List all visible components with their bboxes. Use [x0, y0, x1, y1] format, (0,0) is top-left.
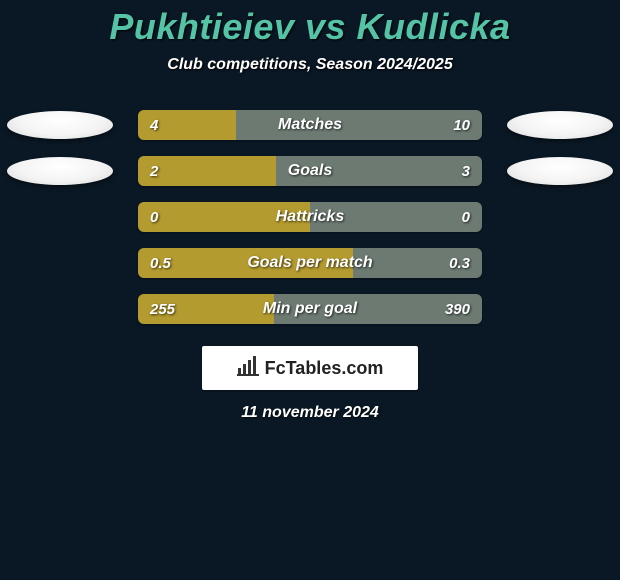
- bar-left-fill: [138, 294, 274, 324]
- player-badge-right: [500, 102, 620, 148]
- stat-bar: Goals per match0.50.3: [138, 248, 482, 278]
- page-title: Pukhtieiev vs Kudlicka: [0, 6, 620, 48]
- bar-left-fill: [138, 202, 310, 232]
- badge-ellipse: [7, 111, 113, 139]
- stat-row: Matches410: [0, 102, 620, 148]
- subtitle: Club competitions, Season 2024/2025: [0, 56, 620, 74]
- stat-bar: Hattricks00: [138, 202, 482, 232]
- bar-left-fill: [138, 248, 353, 278]
- badge-ellipse: [507, 157, 613, 185]
- bar-right-fill: [276, 156, 482, 186]
- bar-left-fill: [138, 156, 276, 186]
- stat-row: Goals23: [0, 148, 620, 194]
- brand-logo: FcTables.com: [202, 346, 418, 390]
- badge-ellipse: [7, 157, 113, 185]
- bar-right-fill: [310, 202, 482, 232]
- player-badge-left: [0, 102, 120, 148]
- comparison-infographic: Pukhtieiev vs Kudlicka Club competitions…: [0, 0, 620, 580]
- date: 11 november 2024: [241, 404, 379, 422]
- footer: FcTables.com 11 november 2024: [0, 346, 620, 422]
- chart-icon: [237, 356, 259, 381]
- bar-left-fill: [138, 110, 236, 140]
- bar-right-fill: [353, 248, 482, 278]
- bar-right-fill: [274, 294, 482, 324]
- stat-row: Min per goal255390: [0, 286, 620, 332]
- stat-bar: Min per goal255390: [138, 294, 482, 324]
- bar-right-fill: [236, 110, 482, 140]
- stat-bar: Goals23: [138, 156, 482, 186]
- stat-bar: Matches410: [138, 110, 482, 140]
- badge-ellipse: [507, 111, 613, 139]
- stat-row: Goals per match0.50.3: [0, 240, 620, 286]
- player-badge-left: [0, 148, 120, 194]
- stat-row: Hattricks00: [0, 194, 620, 240]
- player-badge-right: [500, 148, 620, 194]
- brand-text: FcTables.com: [265, 358, 384, 379]
- stat-rows: Matches410 Goals23 Hattricks00 Goals per ma…: [0, 102, 620, 332]
